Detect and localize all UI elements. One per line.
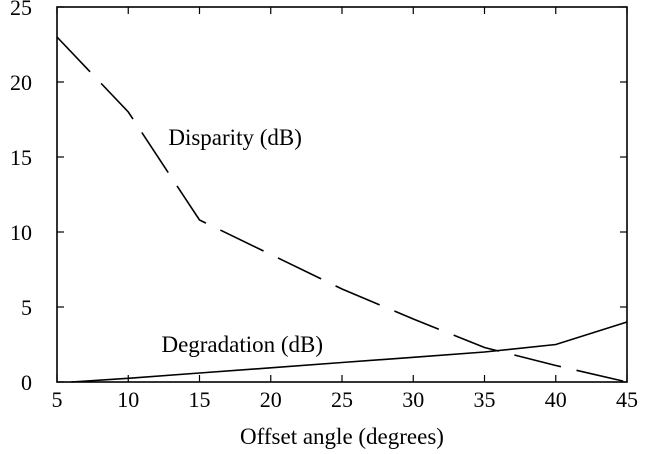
disparity-annotation: Disparity (dB): [168, 125, 302, 150]
y-tick-label: 0: [21, 370, 32, 395]
series-lines: [56, 36, 628, 383]
y-tick-label: 20: [10, 70, 32, 95]
chart-annotations: Disparity (dB) Degradation (dB): [161, 125, 323, 357]
x-tick-label: 30: [402, 387, 424, 412]
x-tick-label: 10: [117, 387, 139, 412]
y-tick-label: 25: [10, 0, 32, 20]
plot-frame: [56, 6, 628, 383]
x-tick-label: 15: [189, 387, 211, 412]
y-tick-label: 10: [10, 220, 32, 245]
disparity-series-line: [56, 36, 628, 383]
x-tick-label: 20: [260, 387, 282, 412]
x-tick-label: 45: [616, 387, 638, 412]
x-tick-label: 40: [545, 387, 567, 412]
x-tick-label: 35: [474, 387, 496, 412]
y-tick-label: 5: [21, 295, 32, 320]
degradation-series-line: [71, 321, 628, 383]
x-tick-label: 25: [331, 387, 353, 412]
x-axis-label: Offset angle (degrees): [240, 424, 444, 449]
degradation-annotation: Degradation (dB): [161, 332, 323, 357]
y-tick-label: 15: [10, 145, 32, 170]
x-tick-label: 5: [52, 387, 63, 412]
